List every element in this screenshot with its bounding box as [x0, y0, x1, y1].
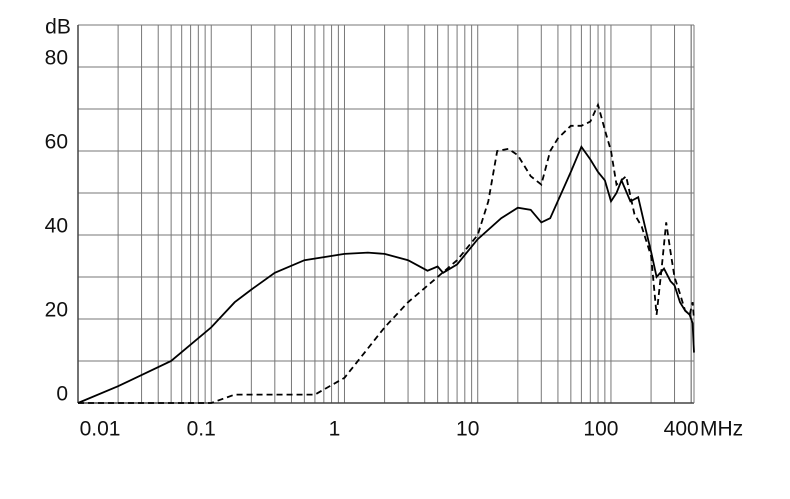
y-tick-label: 80: [45, 47, 68, 70]
series-line: [78, 102, 695, 404]
x-tick-label: 1: [329, 418, 341, 441]
x-tick-label: 0.01: [80, 418, 121, 441]
x-axis-label: MHz: [700, 418, 743, 441]
x-tick-label: 10: [456, 418, 479, 441]
x-tick-label: 0.1: [187, 418, 216, 441]
y-tick-label: 20: [45, 299, 68, 322]
y-axis-label: dB: [45, 16, 71, 39]
x-tick-label: 400: [664, 418, 699, 441]
x-tick-label: 100: [583, 418, 618, 441]
y-tick-label: 0: [56, 383, 68, 406]
y-tick-label: 60: [45, 131, 68, 154]
y-tick-label: 40: [45, 215, 68, 238]
series-line: [77, 144, 695, 404]
